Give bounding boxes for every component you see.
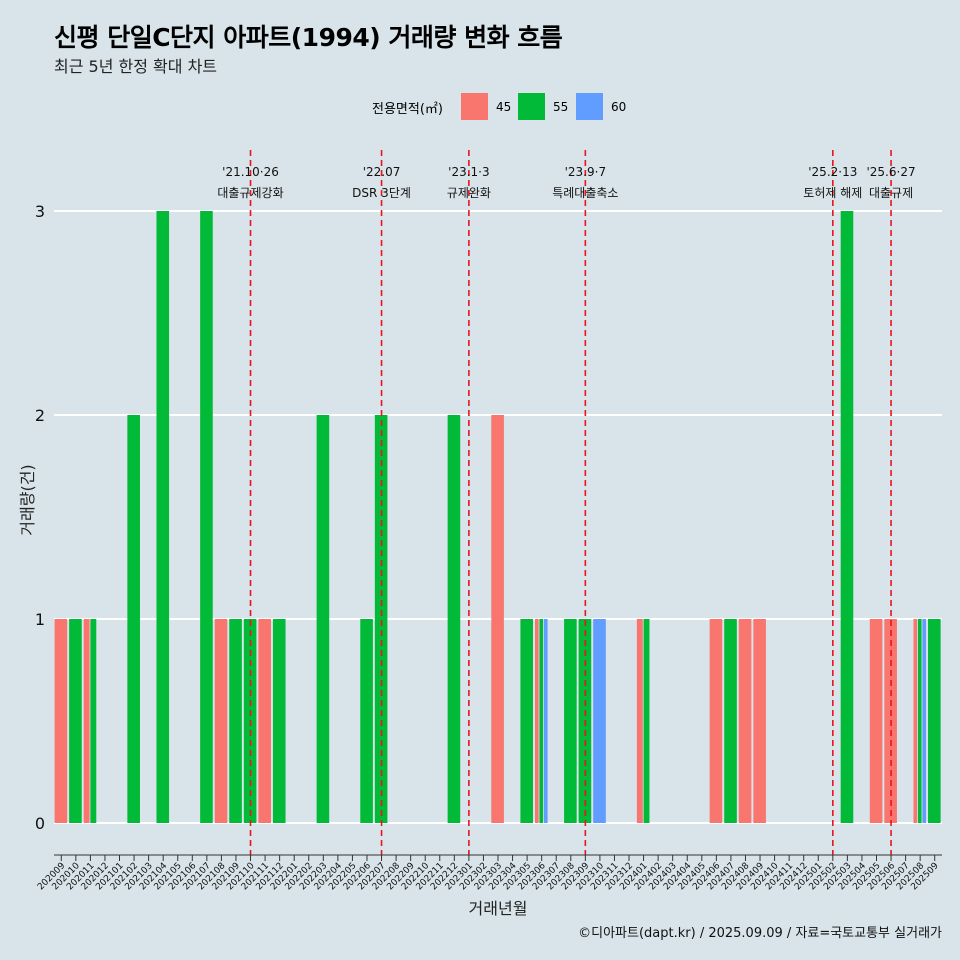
event-markers: '21.10·26 대출규제강화 '22.07 DSR 3단계 '23.1·3 규제완화 '… <box>217 150 916 855</box>
bar-202508-60 <box>922 619 927 823</box>
bar-202308-55 <box>564 619 577 823</box>
bar-202102-55 <box>127 415 140 823</box>
bar-202408-45 <box>738 619 752 823</box>
legend-key-55 <box>518 93 545 120</box>
event-text-label: 규제완화 <box>447 186 491 200</box>
event-text-label: 특례대출축소 <box>552 186 618 200</box>
bar-202401-55 <box>643 619 650 823</box>
bar-202503-55 <box>840 211 854 823</box>
chart-subtitle: 최근 5년 한정 확대 차트 <box>54 57 218 76</box>
event-text-label: DSR 3단계 <box>352 186 411 200</box>
bar-202203-55 <box>316 415 330 823</box>
x-axis-label: 거래년월 <box>469 899 528 918</box>
y-axis-label: 거래량(건) <box>18 464 37 535</box>
bar-202508-55 <box>917 619 922 823</box>
bar-202108-45 <box>214 619 228 823</box>
legend-label-55: 55 <box>553 100 569 114</box>
bar-202306-55 <box>539 619 544 823</box>
source-caption: ©디아파트(dapt.kr) / 2025.09.09 / 자료=국토교통부 실… <box>578 926 942 941</box>
bar-202011-45 <box>83 619 90 823</box>
bar-202310-60 <box>593 619 606 823</box>
bar-202306-45 <box>534 619 539 823</box>
event-date-label: '23.9·7 <box>565 165 606 179</box>
legend: 전용면적(㎡) 45 55 60 <box>0 93 960 121</box>
event-text-label: 토허제 해제 <box>803 186 862 200</box>
event-date-label: '21.10·26 <box>222 165 279 179</box>
legend-title: 전용면적(㎡) <box>372 102 443 117</box>
bar-202306-60 <box>543 619 548 823</box>
chart-title: 신평 단일C단지 아파트(1994) 거래량 변화 흐름 <box>54 23 563 52</box>
bar-202011-55 <box>90 619 97 823</box>
bar-202401-45 <box>636 619 643 823</box>
event-date-label: '25.2·13 <box>808 165 857 179</box>
event-date-label: '25.6·27 <box>866 165 915 179</box>
bars <box>54 211 941 823</box>
bar-202305-55 <box>520 619 534 823</box>
bar-202109-55 <box>229 619 242 823</box>
legend-key-45 <box>461 93 488 120</box>
bar-202206-55 <box>360 619 373 823</box>
bar-202409-45 <box>753 619 766 823</box>
bar-202212-55 <box>447 415 461 823</box>
event-text-label: 대출규제 <box>869 186 913 200</box>
bar-202111-45 <box>258 619 271 823</box>
y-tick-label: 0 <box>35 814 45 833</box>
bar-202505-45 <box>869 619 883 823</box>
axes: 0123202009202010202011202012202101202102… <box>35 202 942 892</box>
event-date-label: '23.1·3 <box>448 165 489 179</box>
y-tick-label: 3 <box>35 202 45 221</box>
bar-202207-55 <box>374 415 388 823</box>
bar-202509-55 <box>928 619 941 823</box>
bar-202112-55 <box>272 619 286 823</box>
event-date-label: '22.07 <box>363 165 401 179</box>
y-tick-label: 1 <box>35 610 45 629</box>
bar-202406-45 <box>709 619 723 823</box>
bar-202407-55 <box>724 619 737 823</box>
legend-label-45: 45 <box>496 100 512 114</box>
bar-202107-55 <box>200 211 213 823</box>
bar-202010-55 <box>69 619 82 823</box>
y-tick-label: 2 <box>35 406 45 425</box>
bar-202508-45 <box>913 619 918 823</box>
legend-key-60 <box>576 93 603 120</box>
bar-202104-55 <box>156 211 170 823</box>
legend-label-60: 60 <box>611 100 627 114</box>
bar-202009-45 <box>54 619 68 823</box>
bar-202303-45 <box>491 415 504 823</box>
event-text-label: 대출규제강화 <box>217 186 283 200</box>
